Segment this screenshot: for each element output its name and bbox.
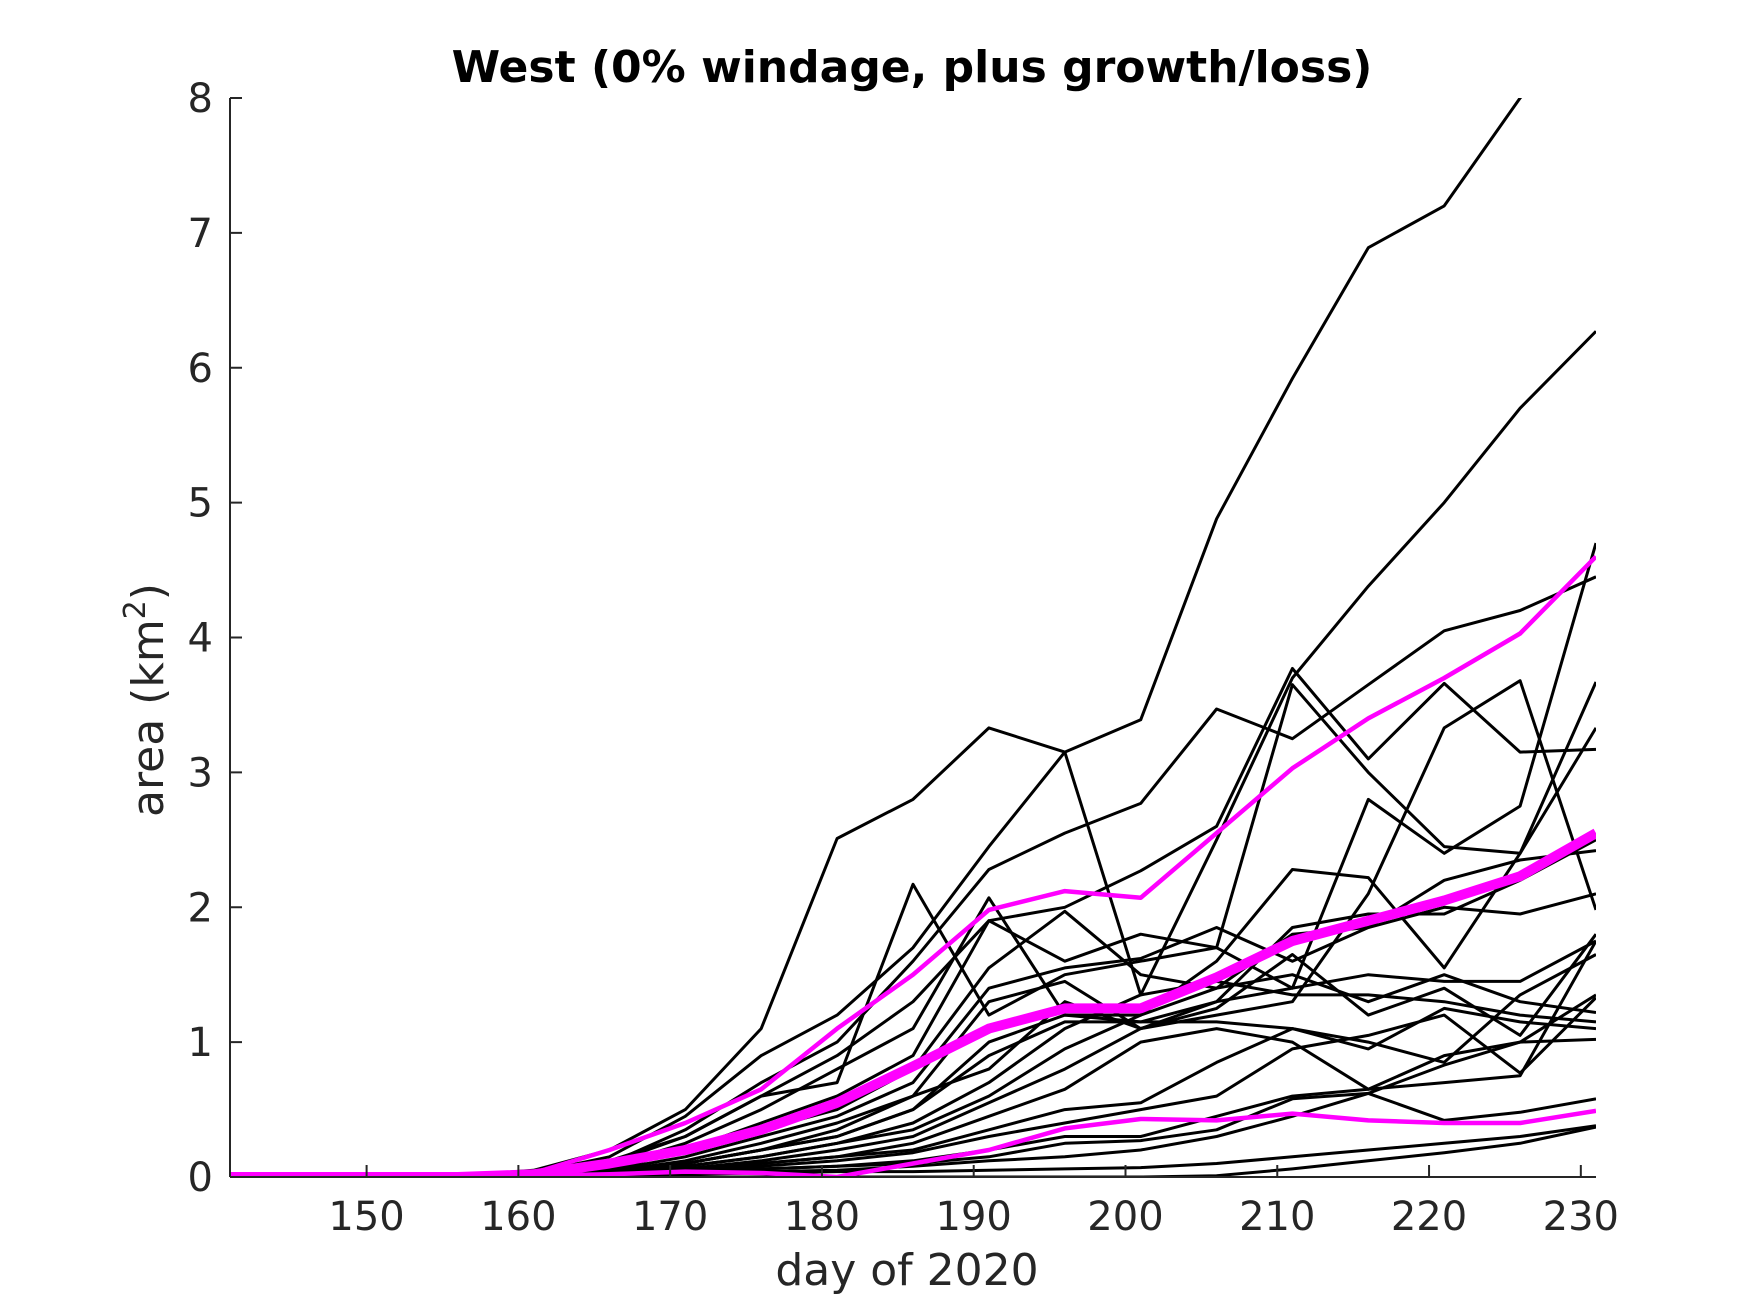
x-tick-label-220: 220 [1391,1194,1467,1240]
x-tick-label-150: 150 [328,1194,404,1240]
ensemble-line-18 [230,953,1596,1177]
ensemble-line-22 [230,993,1596,1177]
y-axis-label-end: ) [123,583,174,600]
x-axis-label: day of 2020 [775,1245,1038,1296]
y-tick-label-0: 0 [188,1155,213,1201]
y-axis-label-base: area (km [123,619,174,817]
ensemble-line-23 [230,1124,1596,1177]
highlight-line-2 [230,828,1596,1177]
ensemble-line-24 [230,1125,1596,1177]
ensemble-line-6 [230,681,1596,1177]
x-tick-label-190: 190 [936,1194,1012,1240]
y-axis-label-superscript: 2 [118,600,153,619]
x-tick-label-230: 230 [1543,1194,1619,1240]
ensemble-line-11 [230,838,1596,1177]
y-tick-label-7: 7 [188,211,213,257]
y-tick-label-8: 8 [188,76,213,122]
series-layer [230,98,1596,1177]
x-tick-label-160: 160 [480,1194,556,1240]
ensemble-line-19 [230,996,1596,1177]
highlight-line-1 [230,555,1596,1177]
x-tick-label-170: 170 [632,1194,708,1240]
ensemble-line-7 [230,542,1596,1177]
ensemble-line-13 [230,939,1596,1177]
y-tick-label-4: 4 [188,616,213,662]
y-tick-label-5: 5 [188,481,213,527]
ensemble-line-4 [230,667,1596,1177]
highlight-line-3 [230,1108,1596,1177]
y-axis-label: area (km2) [118,583,174,817]
ensemble-line-20 [230,940,1596,1177]
ensemble-line-14 [230,979,1596,1177]
ensemble-line-15 [230,973,1596,1177]
ensemble-line-2 [230,330,1596,1177]
y-tick-label-6: 6 [188,346,213,392]
y-tick-label-2: 2 [188,885,213,931]
x-tick-label-200: 200 [1087,1194,1163,1240]
x-tick-label-180: 180 [784,1194,860,1240]
ensemble-line-3 [230,575,1596,1177]
y-tick-label-3: 3 [188,750,213,796]
y-tick-label-1: 1 [188,1020,213,1066]
ensemble-line-9 [230,892,1596,1177]
chart-title: West (0% windage, plus growth/loss) [452,42,1373,93]
ensemble-line-5 [230,683,1596,1177]
x-tick-label-210: 210 [1239,1194,1315,1240]
ensemble-line-16 [230,933,1596,1177]
axes-layer: 150 160 170 180 190 200 210 220 230 0 1 2 3 4 5 6 7 8 [188,76,1619,1240]
